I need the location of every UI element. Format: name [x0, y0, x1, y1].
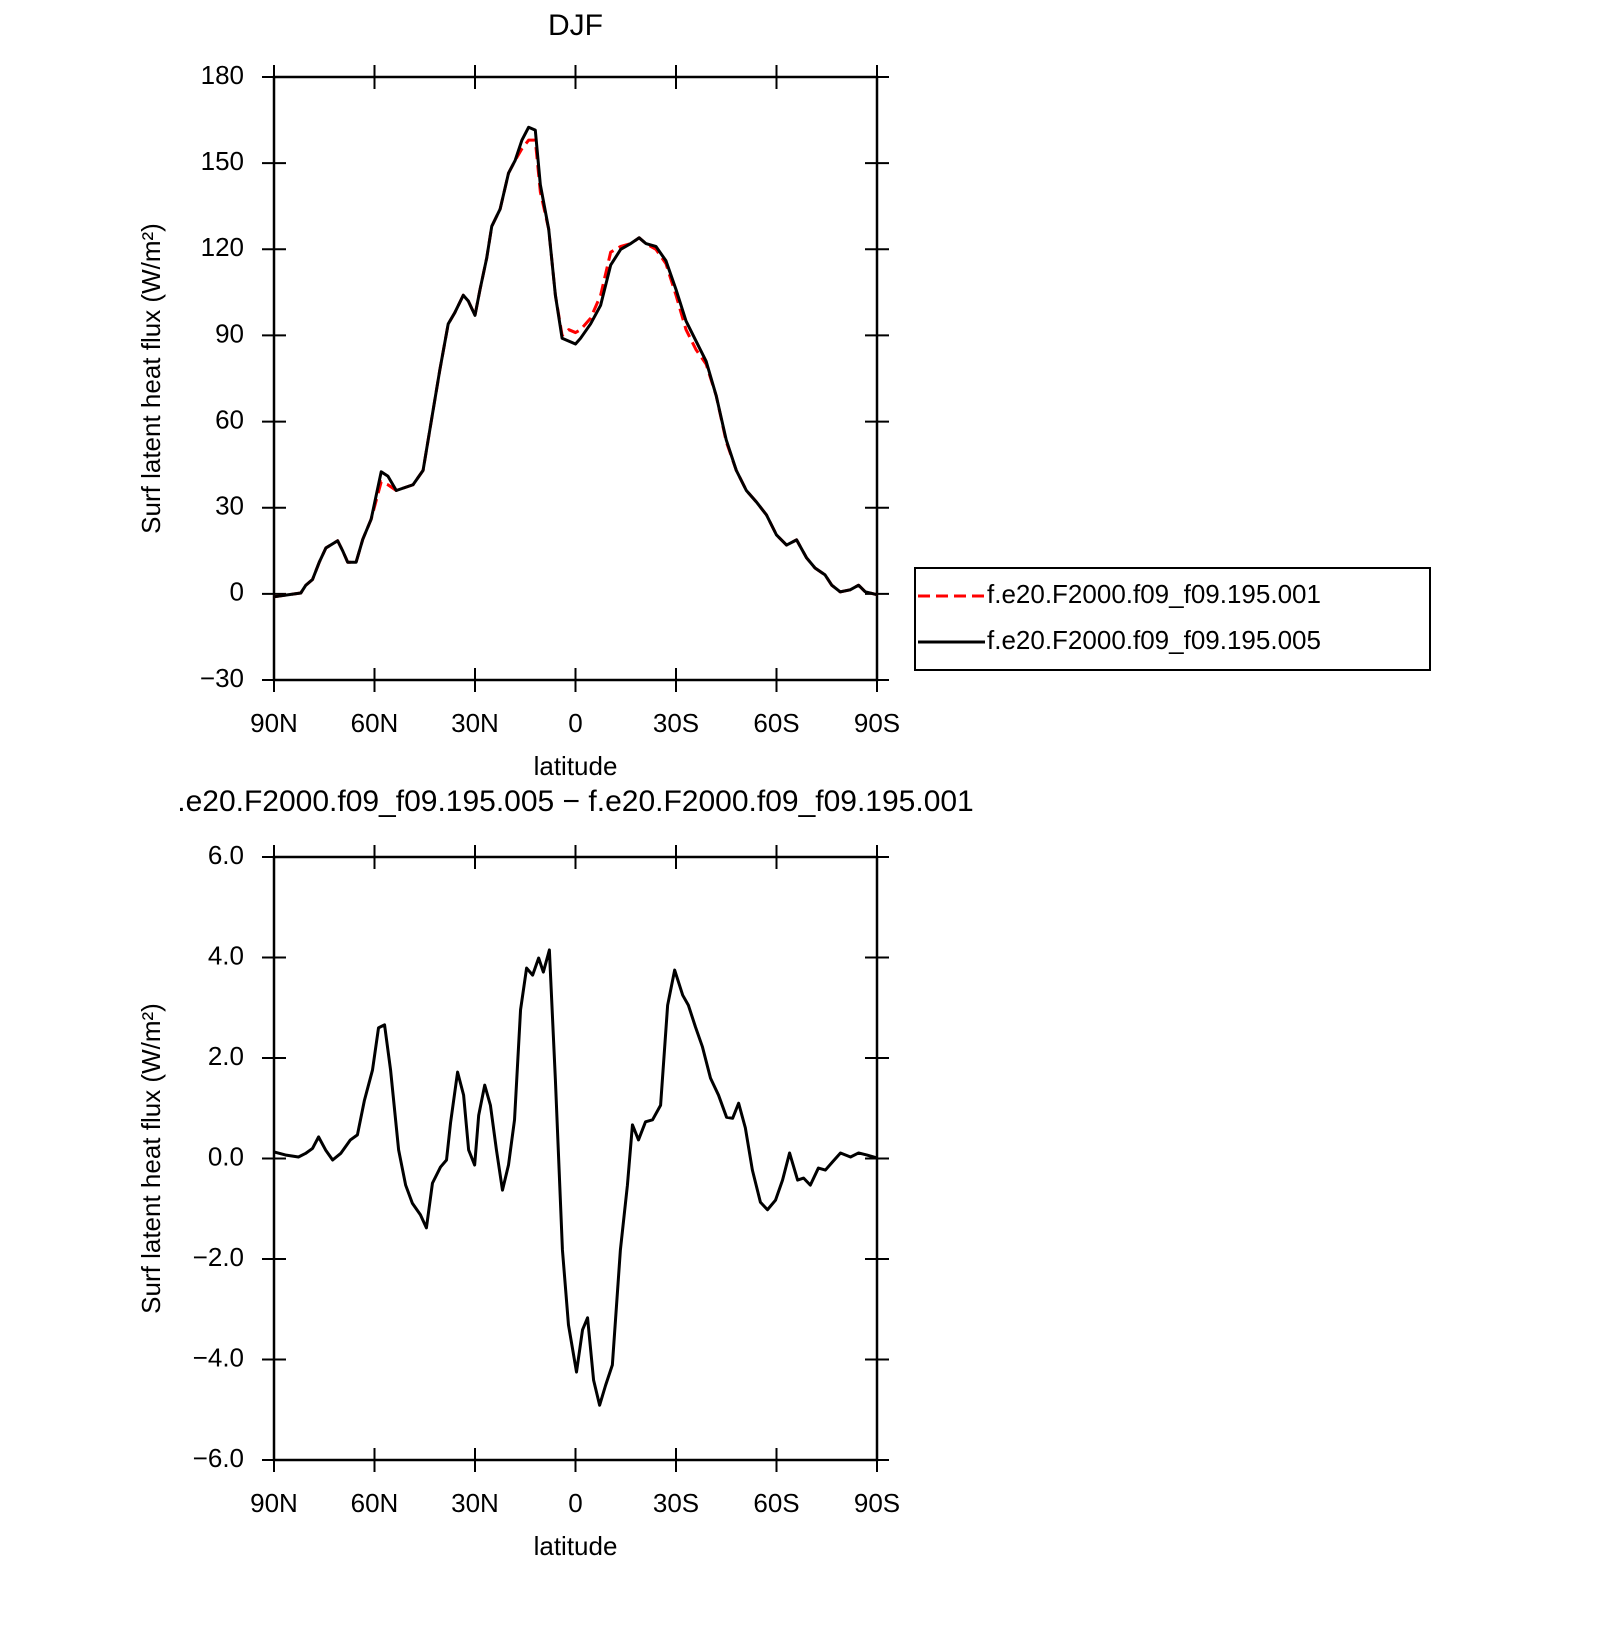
y-tick-label: 30 [215, 491, 244, 521]
legend-label: f.e20.F2000.f09_f09.195.001 [987, 579, 1321, 609]
y-tick-label: −2.0 [193, 1242, 244, 1272]
x-axis-label: latitude [534, 751, 618, 781]
x-tick-label: 60N [351, 1488, 399, 1518]
y-tick-label: 4.0 [208, 940, 244, 970]
data-line [273, 138, 878, 599]
x-tick-label: 60S [753, 1488, 799, 1518]
data-line [273, 948, 878, 1407]
data-line [273, 125, 878, 599]
x-tick-label: 90S [854, 708, 900, 738]
y-tick-label: 6.0 [208, 840, 244, 870]
x-tick-label: 90S [854, 1488, 900, 1518]
y-tick-label: 90 [215, 318, 244, 348]
x-tick-label: 60S [753, 708, 799, 738]
y-tick-label: 0 [230, 577, 244, 607]
y-axis-label: Surf latent heat flux (W/m²) [136, 1003, 166, 1314]
x-tick-label: 90N [250, 1488, 298, 1518]
y-tick-label: 150 [201, 146, 244, 176]
y-tick-label: 60 [215, 404, 244, 434]
y-tick-label: −6.0 [193, 1443, 244, 1473]
x-tick-label: 0 [568, 1488, 582, 1518]
x-tick-label: 60N [351, 708, 399, 738]
x-tick-label: 90N [250, 708, 298, 738]
y-tick-label: −30 [200, 663, 244, 693]
y-tick-label: 180 [201, 60, 244, 90]
y-tick-label: 120 [201, 232, 244, 262]
y-tick-label: 0.0 [208, 1141, 244, 1171]
legend-label: f.e20.F2000.f09_f09.195.005 [987, 625, 1321, 655]
y-axis-label: Surf latent heat flux (W/m²) [136, 223, 166, 534]
x-tick-label: 30S [653, 1488, 699, 1518]
chart-title: DJF [548, 9, 603, 42]
legend-box [914, 567, 1431, 671]
y-tick-label: 2.0 [208, 1041, 244, 1071]
x-tick-label: 30N [451, 708, 499, 738]
x-axis-label: latitude [534, 1531, 618, 1561]
chart-title: .e20.F2000.f09_f09.195.005 − f.e20.F2000… [177, 785, 974, 818]
x-tick-label: 0 [568, 708, 582, 738]
x-tick-label: 30S [653, 708, 699, 738]
plot-frame [272, 75, 879, 682]
y-tick-label: −4.0 [193, 1342, 244, 1372]
x-tick-label: 30N [451, 1488, 499, 1518]
